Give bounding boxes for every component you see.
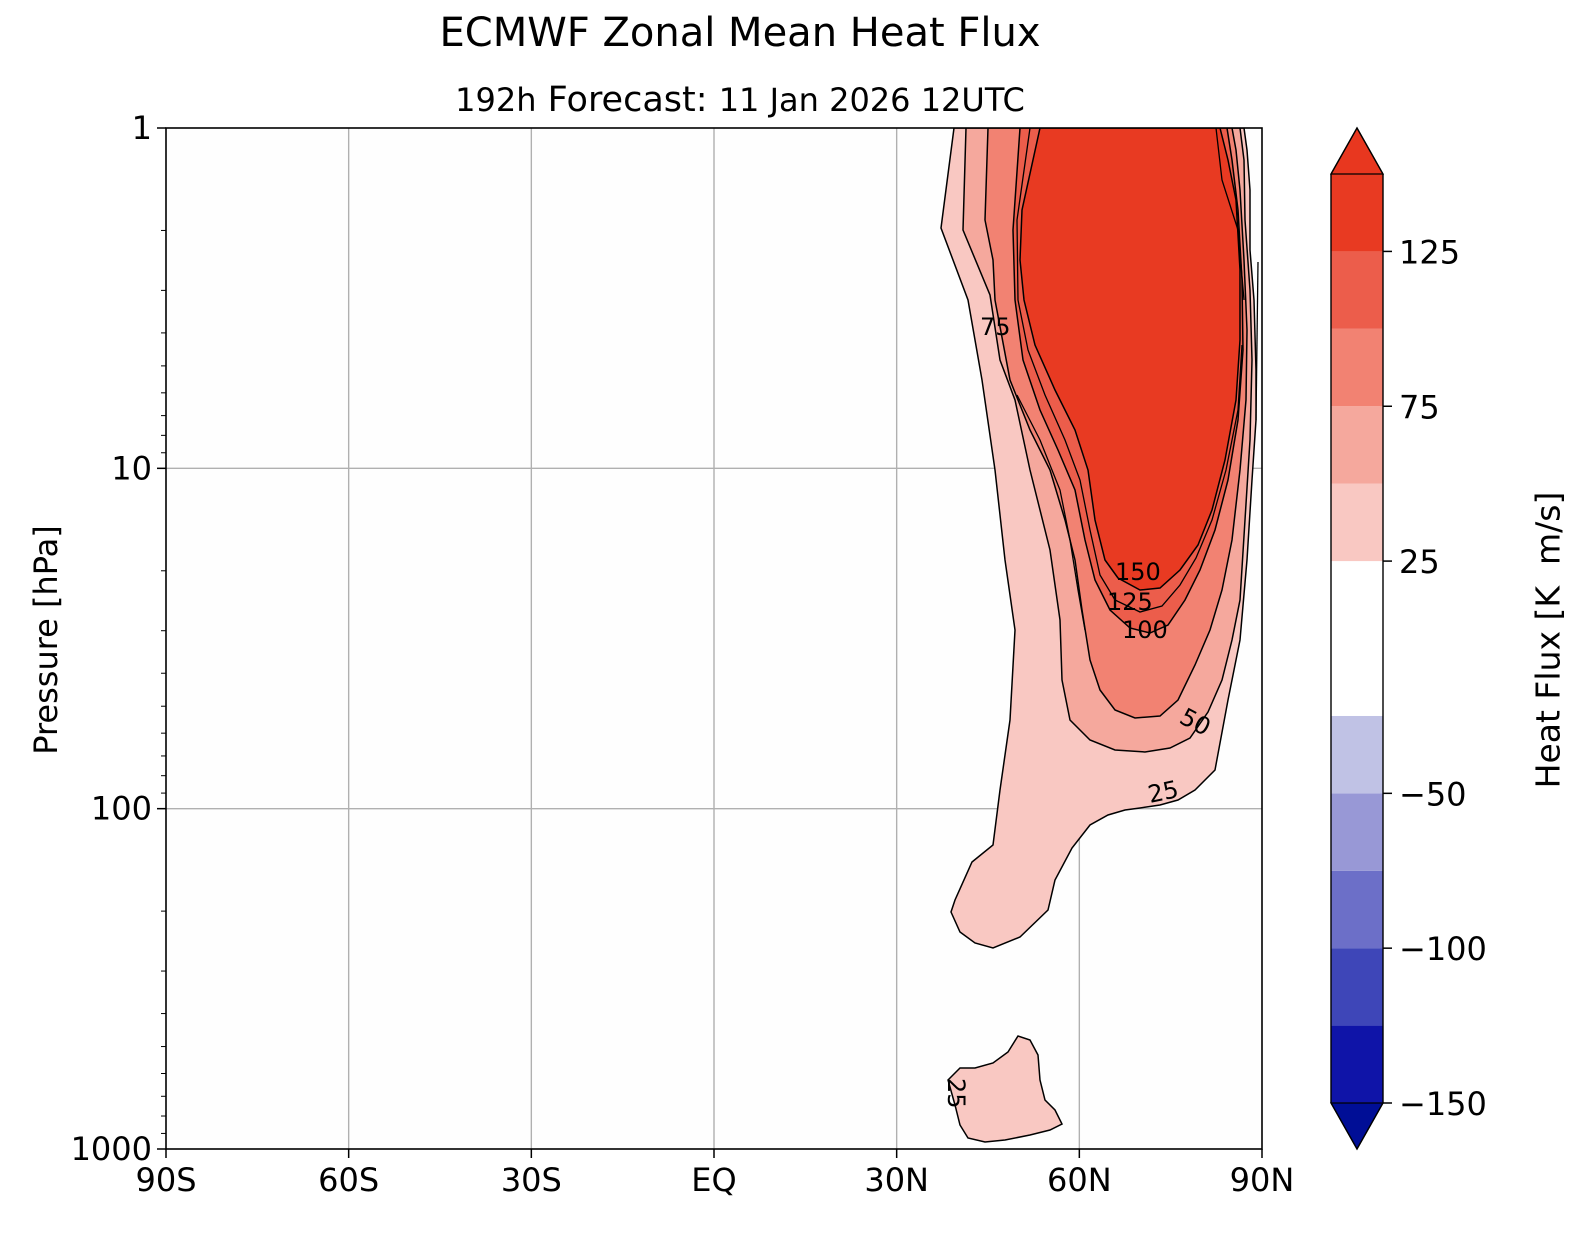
- x-tick-label: 60N: [1047, 1161, 1112, 1199]
- colorbar-tick-label: −50: [1399, 775, 1467, 813]
- x-tick-label: 90S: [135, 1161, 196, 1199]
- colorbar-band: [1331, 483, 1383, 562]
- x-tick-label: 60S: [318, 1161, 379, 1199]
- contour-fills: [940, 128, 1259, 1143]
- y-tick-label: 1000: [71, 1130, 152, 1168]
- y-tick-label: 10: [111, 449, 152, 487]
- colorbar-band: [1331, 793, 1383, 871]
- colorbar-band: [1331, 328, 1383, 407]
- contour-label-125: 125: [1107, 588, 1153, 616]
- colorbar: [1329, 126, 1385, 1151]
- fill-level-25-lower: [947, 1035, 1064, 1143]
- contour-label-100: 100: [1122, 616, 1168, 644]
- chart-title: ECMWF Zonal Mean Heat Flux: [439, 10, 1041, 56]
- colorbar-band: [1331, 1025, 1383, 1103]
- colorbar-band: [1331, 251, 1383, 329]
- contour-label-25-lower: 25: [942, 1078, 970, 1109]
- subtitle-lead: 192h: [455, 81, 537, 119]
- x-tick-label: EQ: [691, 1161, 736, 1199]
- colorbar-band: [1331, 561, 1383, 716]
- fill-level-150: [1019, 128, 1241, 591]
- contour-line-right-b: [1255, 261, 1259, 421]
- x-tick-label: 90N: [1230, 1161, 1295, 1199]
- x-axis: 90S 60S 30S EQ 30N 60N 90N: [135, 1149, 1294, 1199]
- y-axis: 1 10 100 1000: [71, 109, 166, 1168]
- x-tick-label: 30S: [501, 1161, 562, 1199]
- colorbar-tick-label: 25: [1399, 543, 1440, 581]
- y-tick-label: 1: [132, 109, 152, 147]
- contour-label-75: 75: [980, 313, 1011, 341]
- colorbar-band: [1331, 715, 1383, 794]
- colorbar-ticks: 125 75 25 −50 −100 −150: [1383, 233, 1487, 1123]
- colorbar-tick-label: 75: [1399, 388, 1440, 426]
- colorbar-extend-bottom: [1329, 1102, 1385, 1151]
- subtitle-label: Forecast:: [547, 80, 708, 120]
- y-tick-label: 100: [91, 790, 152, 828]
- x-tick-label: 30N: [864, 1161, 929, 1199]
- contour-line-125: [1016, 128, 1243, 613]
- colorbar-band: [1331, 174, 1383, 252]
- colorbar-tick-label: −100: [1399, 930, 1487, 968]
- contour-line-right-a: [1215, 128, 1245, 301]
- chart-subtitle: 192h Forecast: 11 Jan 2026 12UTC: [0, 80, 1480, 120]
- contour-label-25: 25: [1145, 775, 1181, 809]
- colorbar-band: [1331, 406, 1383, 484]
- colorbar-band: [1331, 948, 1383, 1026]
- colorbar-extend-top: [1329, 126, 1385, 175]
- contour-label-150: 150: [1115, 558, 1161, 586]
- contour-line-upper: [1016, 394, 1086, 631]
- subtitle-valid: 11 Jan 2026 12UTC: [718, 81, 1025, 119]
- colorbar-band: [1331, 870, 1383, 949]
- colorbar-tick-label: −150: [1399, 1085, 1487, 1123]
- colorbar-tick-label: 125: [1399, 233, 1460, 271]
